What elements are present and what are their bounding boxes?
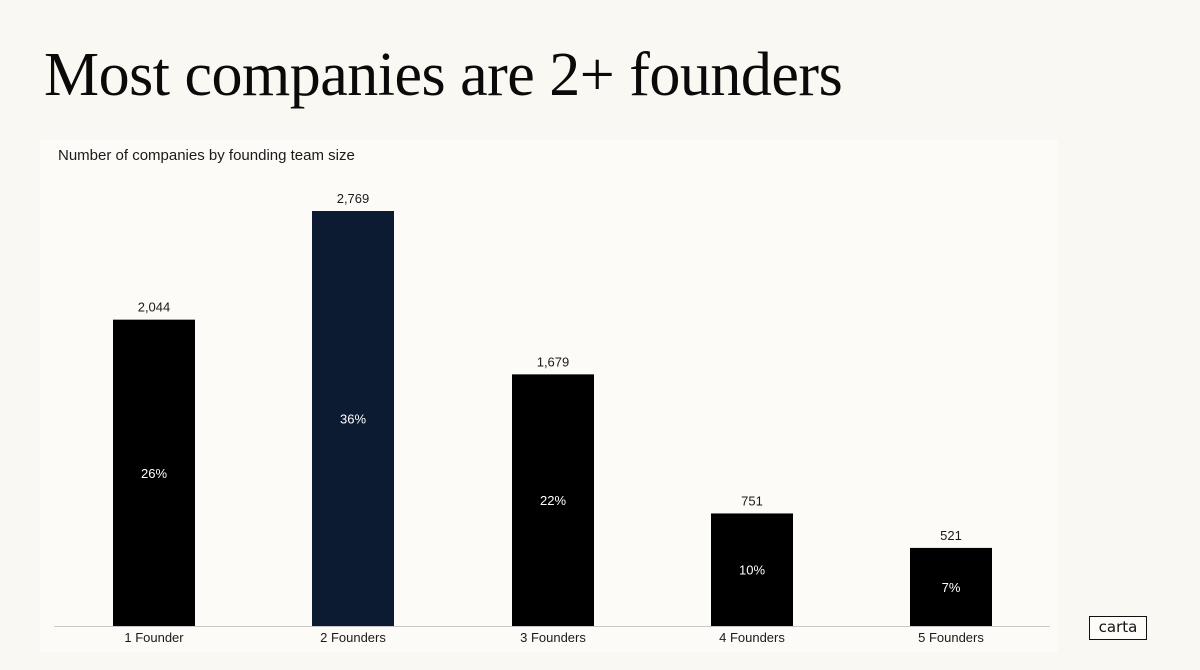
carta-logo: carta	[1089, 616, 1147, 640]
bar-5	[910, 547, 992, 626]
bar-value-label: 1,679	[537, 354, 570, 369]
bar-value-label: 2,044	[138, 300, 171, 315]
category-label: 4 Founders	[719, 630, 785, 645]
category-label: 2 Founders	[320, 630, 386, 645]
category-label: 3 Founders	[520, 630, 586, 645]
chart-subtitle: Number of companies by founding team siz…	[58, 147, 355, 164]
bar-percent-label: 10%	[739, 563, 765, 578]
bar-4	[711, 513, 793, 626]
bar-percent-label: 22%	[540, 493, 566, 508]
bar-value-label: 2,769	[337, 191, 370, 206]
bar-2	[312, 211, 394, 626]
bar-3	[512, 374, 594, 626]
bar-value-label: 751	[741, 493, 763, 508]
page-title: Most companies are 2+ founders	[44, 41, 843, 109]
bar-percent-label: 26%	[141, 466, 167, 481]
bar-value-label: 521	[940, 528, 962, 543]
bar-1	[113, 319, 195, 626]
bar-percent-label: 7%	[942, 580, 961, 595]
category-label: 1 Founder	[124, 630, 184, 645]
category-label: 5 Founders	[918, 630, 984, 645]
bar-percent-label: 36%	[340, 412, 366, 427]
